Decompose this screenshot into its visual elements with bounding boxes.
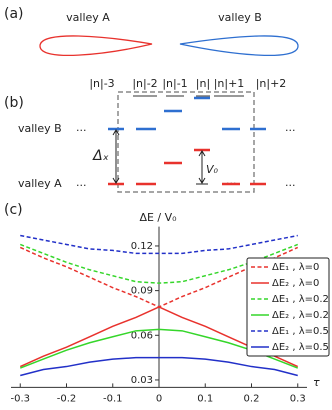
- line-series: [19, 243, 299, 284]
- y-tick-label: 0.09: [131, 286, 153, 297]
- dots: ...: [76, 176, 87, 189]
- delta-x-label: Δₓ: [92, 148, 109, 164]
- legend-label: ΔE₂ , λ=0: [272, 278, 319, 289]
- valley-label: valley B: [18, 122, 62, 135]
- dots: ...: [76, 121, 87, 134]
- y-tick-label: 0.12: [131, 241, 153, 252]
- level-label: |n|-3: [89, 77, 114, 90]
- y-tick-label: 0.06: [131, 330, 153, 341]
- level-label: |n|+2: [256, 77, 287, 90]
- x-tick-label: 0.1: [197, 393, 213, 404]
- level-label: |n|-2: [132, 77, 157, 90]
- level-label: |n|: [196, 77, 210, 90]
- line-series: [20, 356, 298, 377]
- x-tick-label: 0.3: [290, 393, 306, 404]
- x-tick-label: 0.2: [244, 393, 260, 404]
- valley-a-levels: [108, 148, 266, 186]
- valley-label: valley B: [218, 11, 262, 24]
- panel-label: (c): [4, 202, 23, 218]
- x-tick-label: -0.1: [103, 393, 123, 404]
- x-axis-label: τ: [313, 376, 320, 389]
- legend-label: ΔE₂ , λ=0.2: [272, 310, 329, 321]
- dots: ...: [285, 176, 296, 189]
- chart-title: ΔE / V₀: [139, 211, 177, 224]
- plot: -0.3 -0.2 -0.1 0 0.1 0.2 0.3 0.03 0.06 0.09 0.12: [10, 226, 307, 404]
- level-label: |n|-1: [162, 77, 187, 90]
- dots: ...: [285, 121, 296, 134]
- valley-b-levels: [108, 96, 266, 131]
- legend-label: ΔE₁ , λ=0.5: [272, 326, 329, 337]
- line-series: [20, 234, 298, 255]
- x-tick-label: -0.2: [57, 393, 77, 404]
- arrows: [112, 129, 208, 185]
- legend: ΔE₁ , λ=0 ΔE₂ , λ=0 ΔE₁ , λ=0.2 ΔE₂ , λ=0.2…: [246, 257, 330, 357]
- v0-label: V₀: [206, 163, 219, 176]
- legend-label: ΔE₁ , λ=0.2: [272, 294, 329, 305]
- panel-label: (b): [4, 95, 24, 111]
- x-tick-label: 0: [156, 393, 162, 404]
- legend-label: ΔE₂ , λ=0.5: [272, 342, 329, 353]
- fermi-contour: [179, 35, 299, 57]
- panel-label: (a): [4, 6, 24, 22]
- valley-label: valley A: [66, 11, 110, 24]
- legend-label: ΔE₁ , λ=0: [272, 262, 319, 273]
- dots: ...: [226, 174, 237, 187]
- x-tick-label: -0.3: [10, 393, 30, 404]
- dashed-box: [117, 91, 255, 193]
- level-label: |n|+1: [214, 77, 245, 90]
- fermi-contour: [39, 35, 153, 57]
- valley-label: valley A: [18, 177, 62, 190]
- y-tick-label: 0.03: [131, 375, 153, 386]
